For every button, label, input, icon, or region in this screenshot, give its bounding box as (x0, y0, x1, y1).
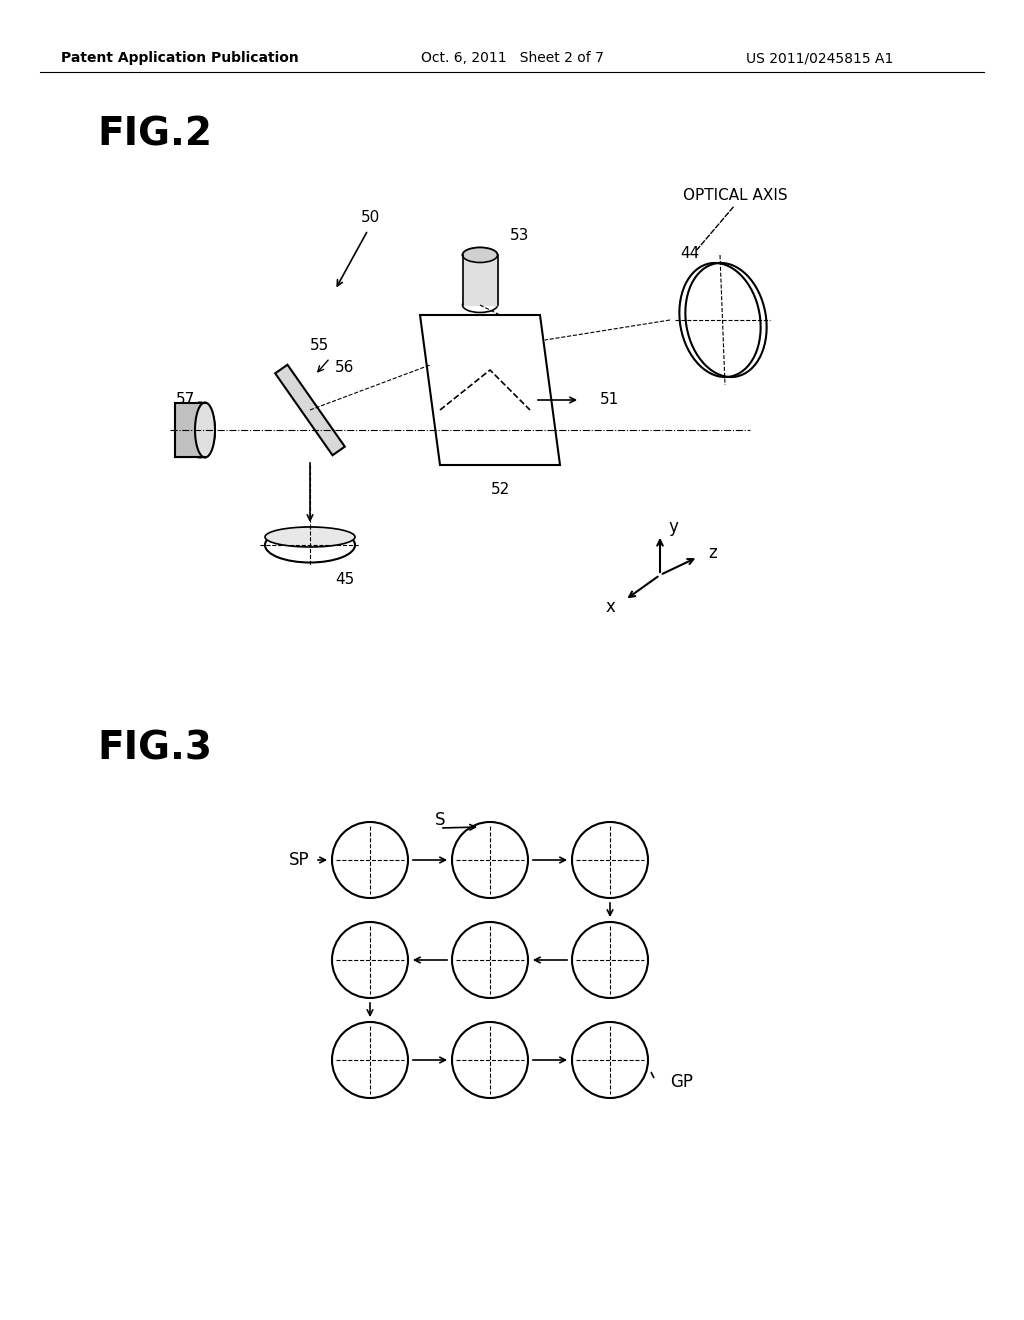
Ellipse shape (265, 528, 355, 562)
Ellipse shape (265, 527, 355, 546)
Text: Patent Application Publication: Patent Application Publication (61, 51, 299, 65)
Text: 57: 57 (176, 392, 195, 408)
Text: 55: 55 (310, 338, 330, 352)
Ellipse shape (463, 297, 498, 313)
Text: FIG.3: FIG.3 (97, 729, 213, 767)
Ellipse shape (463, 248, 498, 263)
Ellipse shape (195, 403, 215, 458)
Text: 52: 52 (490, 483, 510, 498)
Text: 51: 51 (600, 392, 620, 408)
Text: SP: SP (290, 851, 310, 869)
Text: 56: 56 (335, 360, 354, 375)
Text: 53: 53 (510, 227, 529, 243)
Polygon shape (175, 403, 205, 457)
Text: 45: 45 (335, 573, 354, 587)
Polygon shape (463, 255, 498, 305)
Text: y: y (668, 517, 678, 536)
Text: GP: GP (670, 1073, 693, 1092)
Text: S: S (435, 810, 445, 829)
Text: 50: 50 (360, 210, 380, 226)
Text: US 2011/0245815 A1: US 2011/0245815 A1 (746, 51, 894, 65)
Text: x: x (605, 598, 615, 616)
Text: FIG.2: FIG.2 (97, 116, 213, 154)
Polygon shape (275, 364, 345, 455)
Text: Oct. 6, 2011   Sheet 2 of 7: Oct. 6, 2011 Sheet 2 of 7 (421, 51, 603, 65)
Text: 44: 44 (680, 246, 699, 260)
Text: OPTICAL AXIS: OPTICAL AXIS (683, 189, 787, 203)
Ellipse shape (185, 403, 215, 458)
Text: z: z (708, 544, 717, 562)
